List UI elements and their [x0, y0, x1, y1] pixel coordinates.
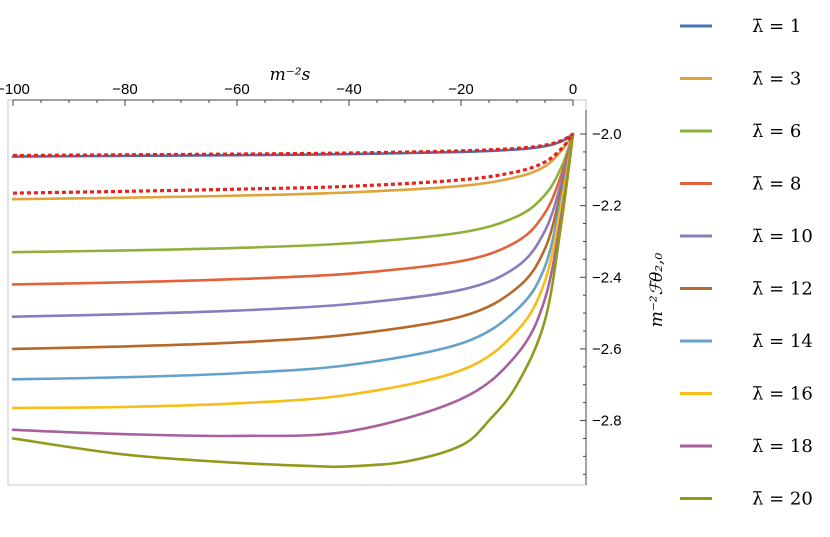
y-axis-title: m⁻²ℱθ₂,₀: [647, 253, 667, 328]
legend-label: λ̄ = 3: [752, 69, 801, 90]
series-line: [11, 132, 575, 410]
plot-frame: [7, 99, 587, 486]
x-ticks: −100 −80 −60 −40 −20 0: [0, 81, 577, 106]
y-tick-label: −2.2: [592, 198, 622, 215]
legend-label: λ̄ = 1: [752, 16, 801, 37]
x-tick-label: 0: [569, 81, 577, 98]
x-tick-label: −20: [448, 81, 473, 98]
x-tick-label: −40: [336, 81, 361, 98]
series-line: [11, 132, 575, 254]
legend-label: λ̄ = 6: [752, 121, 801, 142]
legend-label: λ̄ = 18: [752, 436, 813, 457]
y-tick-label: −2.4: [592, 269, 622, 286]
legend-label: λ̄ = 8: [752, 174, 801, 195]
reference-curve-dotted: [12, 133, 575, 195]
series-line: [11, 132, 575, 469]
series-line: [11, 132, 575, 438]
legend-label: λ̄ = 14: [752, 331, 813, 352]
y-tick-label: −2.6: [592, 341, 622, 358]
y-tick-label: −2.8: [592, 413, 622, 430]
legend-label: λ̄ = 16: [752, 384, 813, 405]
series-line: [11, 132, 575, 201]
y-ticks: −2.0 −2.2 −2.4 −2.6 −2.8: [580, 126, 622, 475]
x-axis-title: m⁻²s: [270, 65, 311, 85]
y-tick-label: −2.0: [592, 126, 622, 143]
x-tick-label: −80: [112, 81, 137, 98]
legend-label: λ̄ = 20: [752, 489, 813, 510]
series-line: [11, 132, 575, 318]
x-tick-label: −100: [0, 81, 30, 98]
legend-label: λ̄ = 10: [752, 226, 813, 247]
series-layer: [11, 132, 575, 469]
series-line: [11, 132, 575, 381]
legend: λ̄ = 1 λ̄ = 3 λ̄ = 6 λ̄ = 8 λ̄ = 10 λ̄ = 12 λ̄…: [680, 16, 813, 510]
series-line: [11, 132, 575, 351]
series-line: [11, 132, 575, 286]
reference-curve-dotted: [12, 132, 574, 158]
legend-label: λ̄ = 12: [752, 279, 813, 300]
x-tick-label: −60: [224, 81, 249, 98]
